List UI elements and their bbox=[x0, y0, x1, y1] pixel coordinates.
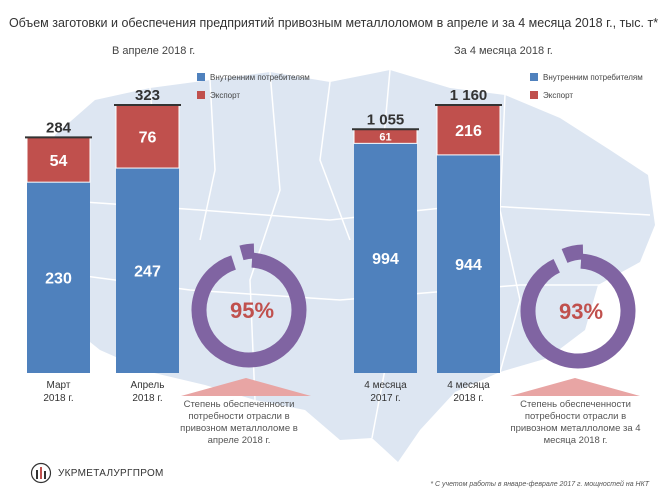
right-panel-title: За 4 месяца 2018 г. bbox=[454, 45, 553, 57]
logo: УКРМЕТАЛУРГПРОМ bbox=[30, 462, 164, 484]
legend-swatch-domestic bbox=[197, 73, 205, 81]
region-border bbox=[499, 94, 521, 373]
ring-remainder-segment bbox=[239, 243, 255, 261]
bar-segment-domestic bbox=[354, 143, 417, 373]
ring-arc bbox=[191, 252, 307, 368]
category-label: 2018 г. bbox=[132, 393, 162, 404]
region-border bbox=[249, 71, 281, 401]
legend-label-domestic: Внутренним потребителям bbox=[210, 72, 310, 82]
chart-title: Объем заготовки и обеспечения предприяти… bbox=[8, 16, 659, 30]
ring-percent-label: 95% bbox=[230, 298, 274, 323]
data-label-total: 284 bbox=[46, 119, 72, 136]
data-label-total: 1 055 bbox=[367, 111, 405, 128]
data-label-domestic: 247 bbox=[134, 264, 161, 281]
right-legend: Внутренним потребителям Экспорт bbox=[530, 69, 643, 103]
category-label: 4 месяца bbox=[447, 380, 490, 391]
right-ring-caption: Степень обеспеченности потребности отрас… bbox=[510, 399, 641, 446]
legend-item-export: Экспорт bbox=[197, 87, 310, 103]
category-label: Март bbox=[47, 380, 71, 391]
legend-label-export: Экспорт bbox=[543, 90, 574, 100]
legend-label-domestic: Внутренним потребителям bbox=[543, 72, 643, 82]
category-label: 4 месяца bbox=[364, 380, 407, 391]
bar-segment-domestic bbox=[437, 154, 500, 373]
legend-item-export: Экспорт bbox=[530, 87, 643, 103]
region-border bbox=[199, 79, 216, 241]
left-legend: Внутренним потребителям Экспорт bbox=[197, 69, 310, 103]
pointer-triangle bbox=[510, 378, 640, 396]
left-panel-title: В апреле 2018 г. bbox=[112, 45, 196, 57]
data-label-total: 1 160 bbox=[450, 87, 488, 104]
legend-swatch-export bbox=[530, 91, 538, 99]
data-label-total: 323 bbox=[135, 87, 160, 104]
pointer-triangle bbox=[181, 378, 311, 396]
logo-text: УКРМЕТАЛУРГПРОМ bbox=[58, 467, 164, 479]
category-label: 2018 г. bbox=[453, 393, 483, 404]
ring-percent-label: 93% bbox=[559, 299, 603, 324]
category-label: 2017 г. bbox=[370, 393, 400, 404]
left-ring-caption: Степень обеспеченности потребности отрас… bbox=[180, 399, 298, 446]
data-label-export: 61 bbox=[379, 131, 391, 143]
bar-segment-domestic bbox=[27, 182, 90, 373]
legend-swatch-export bbox=[197, 91, 205, 99]
footnote: * С учетом работы в январе-феврале 2017 … bbox=[430, 481, 649, 488]
bar-segment-export bbox=[436, 104, 501, 156]
logo-icon bbox=[30, 462, 52, 484]
ring-remainder-segment bbox=[561, 244, 584, 263]
legend-item-domestic: Внутренним потребителям bbox=[530, 69, 643, 85]
ring-arc bbox=[520, 253, 636, 369]
legend-label-export: Экспорт bbox=[210, 90, 241, 100]
data-label-export: 76 bbox=[139, 130, 157, 147]
data-label-domestic: 944 bbox=[455, 257, 482, 274]
legend-swatch-domestic bbox=[530, 73, 538, 81]
data-label-domestic: 230 bbox=[45, 271, 72, 288]
data-label-export: 54 bbox=[50, 153, 68, 170]
legend-item-domestic: Внутренним потребителям bbox=[197, 69, 310, 85]
category-label: Апрель bbox=[131, 380, 165, 391]
category-label: 2018 г. bbox=[43, 393, 73, 404]
data-label-export: 216 bbox=[455, 123, 482, 140]
region-border bbox=[319, 81, 351, 241]
data-label-domestic: 994 bbox=[372, 251, 399, 268]
bar-segment-domestic bbox=[116, 168, 179, 373]
